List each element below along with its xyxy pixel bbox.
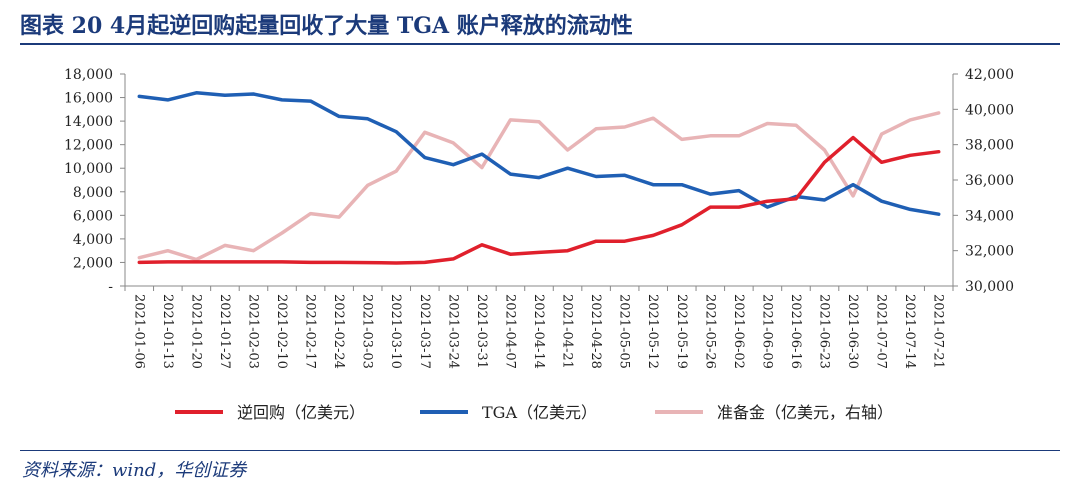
x-tick-label: 2021-06-09	[759, 294, 774, 369]
x-tick-label: 2021-05-05	[617, 294, 632, 369]
x-tick-label: 2021-06-30	[845, 294, 860, 369]
x-tick-label: 2021-03-24	[445, 294, 460, 369]
source-divider	[20, 450, 1060, 451]
x-tick-label: 2021-01-13	[160, 294, 175, 369]
legend-label-0: 逆回购（亿美元）	[237, 403, 365, 422]
x-tick-label: 2021-02-24	[331, 294, 346, 369]
x-tick-label: 2021-05-19	[674, 294, 689, 369]
x-tick-label: 2021-04-07	[502, 294, 517, 369]
x-tick-label: 2021-05-26	[702, 294, 717, 369]
y-left-tick-label: 12,000	[64, 138, 113, 154]
title-divider	[20, 43, 1060, 45]
y-right-tick-label: 32,000	[965, 244, 1014, 260]
y-right-tick-label: 36,000	[965, 173, 1014, 189]
y-right-tick-label: 40,000	[965, 102, 1014, 118]
x-tick-label: 2021-06-23	[817, 294, 832, 369]
x-tick-label: 2021-07-07	[874, 294, 889, 369]
legend-label-1: TGA（亿美元）	[482, 403, 597, 422]
y-right-tick-label: 30,000	[965, 279, 1014, 295]
x-tick-label: 2021-03-03	[360, 294, 375, 369]
y-left-tick-label: 2,000	[73, 255, 113, 271]
y-left-tick-label: -	[108, 279, 113, 295]
x-tick-label: 2021-07-21	[931, 294, 946, 369]
y-left-tick-label: 4,000	[73, 232, 113, 248]
y-left-tick-label: 18,000	[64, 67, 113, 83]
x-tick-label: 2021-01-20	[188, 294, 203, 369]
x-tick-label: 2021-02-03	[245, 294, 260, 369]
y-left-tick-label: 14,000	[64, 114, 113, 130]
source-note: 资料来源：wind，华创证券	[22, 460, 247, 481]
figure-title-bar: 图表 20 4月起逆回购起量回收了大量 TGA 账户释放的流动性	[20, 6, 1060, 42]
y-left-tick-label: 10,000	[64, 161, 113, 177]
y-right-tick-label: 42,000	[965, 67, 1014, 83]
x-tick-label: 2021-04-14	[531, 294, 546, 369]
line-chart: - 2,000 4,000 6,000 8,000 10,000 12,000 14,000 1…	[64, 67, 1014, 422]
figure-title: 图表 20 4月起逆回购起量回收了大量 TGA 账户释放的流动性	[20, 13, 633, 39]
y-right-tick-label: 38,000	[965, 138, 1014, 154]
chart-container: - 2,000 4,000 6,000 8,000 10,000 12,000 14,000 1…	[0, 50, 1080, 450]
series-line-1	[137, 91, 941, 216]
legend-label-2: 准备金（亿美元，右轴）	[717, 403, 893, 422]
x-tick-label: 2021-05-12	[645, 294, 660, 369]
x-tick-label: 2021-04-21	[560, 294, 575, 369]
y-left-tick-label: 16,000	[64, 91, 113, 107]
x-tick-label: 2021-03-31	[474, 294, 489, 369]
x-tick-label: 2021-02-10	[274, 294, 289, 369]
x-tick-label: 2021-06-02	[731, 294, 746, 369]
x-tick-label: 2021-01-27	[217, 294, 232, 369]
y-right-tick-label: 34,000	[965, 208, 1014, 224]
x-tick-label: 2021-04-28	[588, 294, 603, 369]
x-tick-label: 2021-03-17	[417, 294, 432, 369]
series-line-2	[137, 111, 941, 262]
y-left-tick-label: 6,000	[73, 208, 113, 224]
x-tick-label: 2021-02-17	[303, 294, 318, 369]
x-tick-label: 2021-06-16	[788, 294, 803, 369]
x-tick-label: 2021-03-10	[388, 294, 403, 369]
x-tick-label: 2021-07-14	[902, 294, 917, 369]
x-tick-label: 2021-01-06	[131, 294, 146, 369]
series-line-0	[137, 135, 941, 265]
y-left-tick-label: 8,000	[73, 185, 113, 201]
